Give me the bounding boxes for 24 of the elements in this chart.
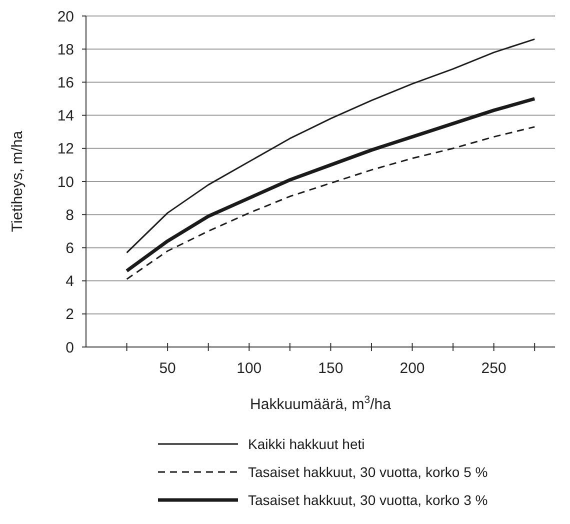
y-tick-label: 6 [66,240,74,257]
line-series [126,126,536,280]
legend-label: Tasaiset hakkuut, 30 vuotta, korko 5 % [248,464,488,480]
y-tick-label: 14 [57,108,74,125]
y-tick-label: 18 [57,41,74,58]
x-tick-label: 100 [236,360,262,377]
y-tick-label: 20 [57,8,74,26]
x-tick-label: 250 [481,360,506,377]
legend-label: Tasaiset hakkuut, 30 vuotta, korko 3 % [248,492,488,508]
x-tick-label: 200 [400,360,425,377]
x-tick-label: 50 [159,360,176,377]
y-tick-label: 4 [66,273,74,290]
line-series [126,38,536,254]
y-tick-label: 0 [66,339,74,356]
x-axis-title: Hakkuumäärä, m$^{3}$/ha [250,394,392,413]
x-tick-label: 150 [318,360,344,377]
y-tick-label: 8 [66,206,74,224]
y-tick-label: 10 [57,174,74,191]
legend-label: Kaikki hakkuut heti [248,436,365,452]
y-tick-label: 2 [66,306,74,324]
line-series [125,97,536,273]
y-tick-label: 12 [57,140,74,158]
y-tick-label: 16 [57,74,74,92]
y-axis-title: Tietiheys, m/ha [9,130,26,232]
